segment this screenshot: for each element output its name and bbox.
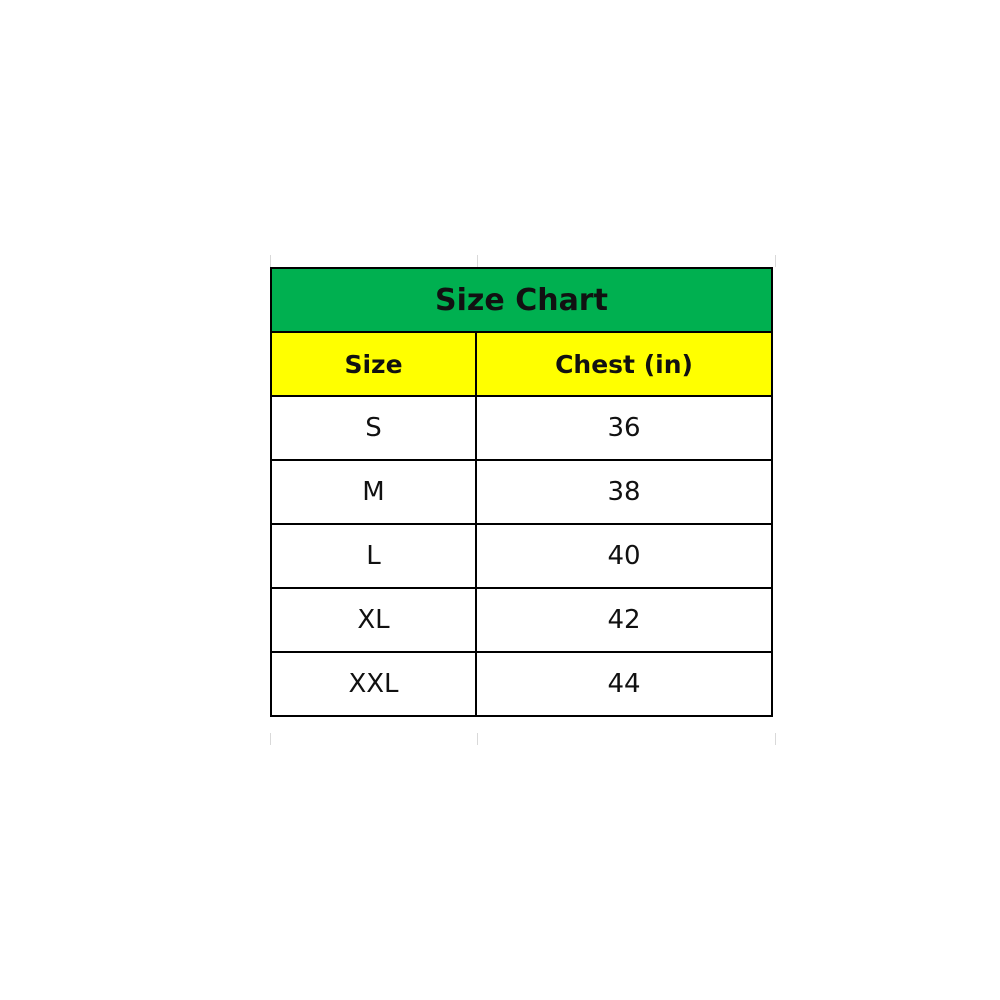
table-row: L 40	[270, 523, 773, 589]
cell-chest[interactable]: 44	[475, 651, 773, 717]
gridline	[270, 733, 271, 745]
cell-chest[interactable]: 42	[475, 587, 773, 653]
cell-size[interactable]: L	[270, 523, 477, 589]
table-title[interactable]: Size Chart	[270, 267, 773, 333]
cell-size[interactable]: XL	[270, 587, 477, 653]
cell-chest[interactable]: 36	[475, 395, 773, 461]
table-row: S 36	[270, 395, 773, 461]
title-row: Size Chart	[270, 267, 773, 333]
table-row: XXL 44	[270, 651, 773, 717]
gridline	[775, 733, 776, 745]
size-chart-table: Size Chart Size Chest (in) S 36 M 38 L 4…	[270, 267, 773, 717]
header-chest[interactable]: Chest (in)	[475, 331, 773, 397]
table-row: M 38	[270, 459, 773, 525]
cell-size[interactable]: M	[270, 459, 477, 525]
cell-chest[interactable]: 38	[475, 459, 773, 525]
table-row: XL 42	[270, 587, 773, 653]
header-size[interactable]: Size	[270, 331, 477, 397]
cell-chest[interactable]: 40	[475, 523, 773, 589]
gridline	[775, 255, 776, 267]
gridline	[477, 733, 478, 745]
cell-size[interactable]: S	[270, 395, 477, 461]
gridline	[270, 255, 271, 267]
cell-size[interactable]: XXL	[270, 651, 477, 717]
header-row: Size Chest (in)	[270, 331, 773, 397]
gridline	[477, 255, 478, 267]
